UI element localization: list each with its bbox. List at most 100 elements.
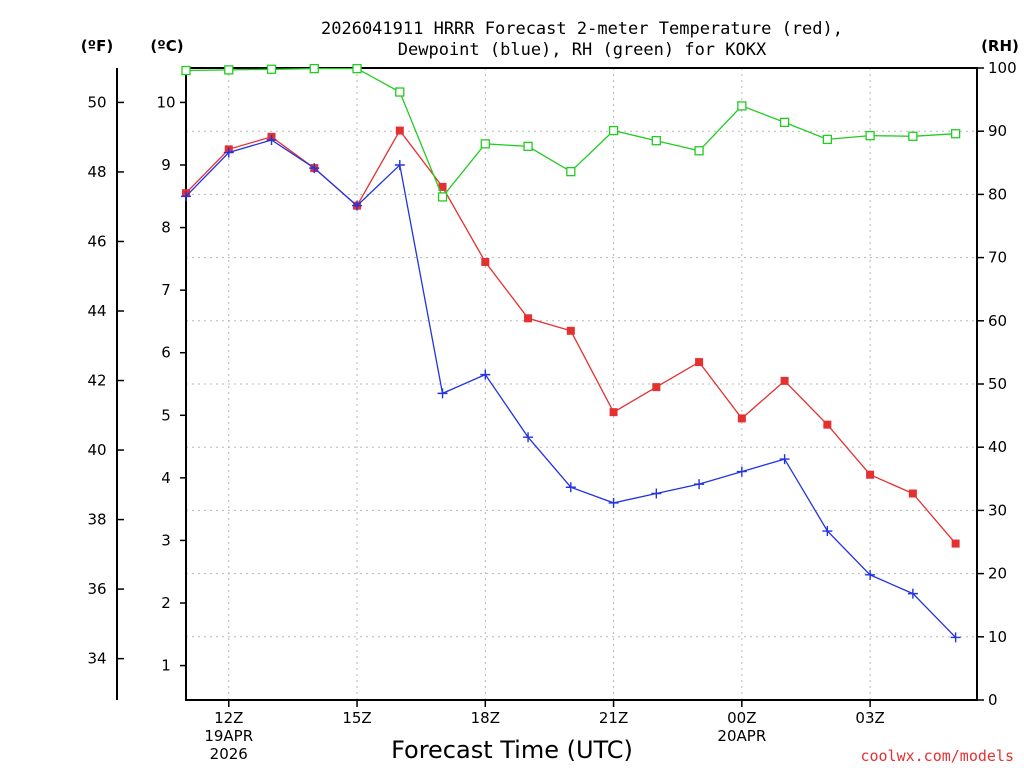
credit-label: coolwx.com/models xyxy=(860,747,1014,765)
fahrenheit-tick-label: 36 xyxy=(87,580,106,598)
rh-tick-label: 100 xyxy=(988,59,1017,77)
temperature-point xyxy=(524,314,533,323)
x-tick-sublabel: 19APR xyxy=(204,727,253,745)
rh-tick-label: 90 xyxy=(988,122,1007,140)
chart-title-line-2: Dewpoint (blue), RH (green) for KOKX xyxy=(398,40,767,60)
dewpoint-point xyxy=(694,479,705,490)
rh-point xyxy=(181,65,191,76)
rh-point xyxy=(309,63,319,74)
dewpoint-point xyxy=(223,147,234,158)
rh-point xyxy=(352,63,362,74)
rh-tick-label: 60 xyxy=(988,312,1007,330)
rh-point xyxy=(566,166,576,177)
rh-point xyxy=(694,146,704,156)
rh-point xyxy=(737,101,747,111)
dewpoint-point xyxy=(523,432,534,443)
celsius-tick-label: 7 xyxy=(161,281,171,299)
rh-point xyxy=(908,131,918,141)
temperature-point xyxy=(609,408,618,417)
temperature-point xyxy=(780,376,789,385)
x-tick-label: 12Z xyxy=(214,709,243,727)
temperature-point xyxy=(438,182,447,191)
rh-tick-label: 70 xyxy=(988,249,1007,267)
x-tick-label: 21Z xyxy=(599,709,628,727)
dewpoint-point xyxy=(181,191,191,202)
dewpoint-point xyxy=(352,200,363,211)
series-layer xyxy=(181,63,961,643)
dewpoint-point xyxy=(565,482,576,493)
rh-point xyxy=(224,65,234,75)
fahrenheit-tick-label: 34 xyxy=(87,650,106,668)
fahrenheit-tick-label: 38 xyxy=(87,511,106,529)
dewpoint-point xyxy=(865,569,876,580)
dewpoint-point xyxy=(907,588,918,599)
dewpoint-point xyxy=(266,134,277,145)
celsius-tick-label: 5 xyxy=(161,406,171,424)
rh-point xyxy=(779,117,790,128)
fahrenheit-tick-label: 44 xyxy=(87,302,106,320)
dewpoint-point xyxy=(309,163,320,174)
celsius-tick-label: 10 xyxy=(156,93,175,111)
celsius-tick-label: 1 xyxy=(161,657,171,675)
rh-point xyxy=(950,129,961,139)
rh-tick-label: 50 xyxy=(988,375,1007,393)
temperature-point xyxy=(951,539,960,548)
temperature-point xyxy=(737,414,746,423)
rh-point xyxy=(480,139,490,149)
dewpoint-point xyxy=(651,488,662,499)
rh-tick-label: 0 xyxy=(988,691,998,709)
rh-point xyxy=(608,125,619,136)
x-tick-label: 03Z xyxy=(855,709,884,727)
fahrenheit-tick-label: 46 xyxy=(87,232,106,250)
dewpoint-point xyxy=(736,466,747,477)
rh-unit-label: (RH) xyxy=(981,37,1019,55)
celsius-tick-label: 9 xyxy=(161,156,171,174)
rh-point xyxy=(523,141,533,152)
rh-point xyxy=(395,87,405,97)
dewpoint-point xyxy=(950,632,961,643)
rh-tick-label: 10 xyxy=(988,628,1007,646)
temperature-point xyxy=(823,420,832,429)
x-tick-sublabel: 2026 xyxy=(210,745,248,763)
celsius-tick-label: 6 xyxy=(161,344,171,362)
dewpoint-point xyxy=(608,497,619,508)
temperature-point xyxy=(566,326,575,335)
rh-tick-label: 40 xyxy=(988,438,1007,456)
temperature-point xyxy=(481,257,490,266)
x-tick-sublabel: 20APR xyxy=(717,727,766,745)
fahrenheit-unit-label: (ºF) xyxy=(81,37,113,55)
temperature-point xyxy=(866,470,875,479)
fahrenheit-tick-label: 40 xyxy=(87,441,106,459)
celsius-tick-label: 3 xyxy=(161,531,171,549)
temperature-point xyxy=(395,126,404,135)
temperature-point xyxy=(652,383,661,392)
fahrenheit-tick-label: 42 xyxy=(87,372,106,390)
rh-point xyxy=(865,130,875,141)
celsius-unit-label: (ºC) xyxy=(150,37,183,55)
rh-point xyxy=(822,134,833,145)
rh-point xyxy=(266,64,277,74)
rh-point xyxy=(437,192,448,202)
x-axis-label: Forecast Time (UTC) xyxy=(391,736,633,764)
temperature-point xyxy=(908,489,917,498)
celsius-tick-label: 4 xyxy=(161,469,171,487)
dewpoint-point xyxy=(437,388,448,399)
celsius-tick-label: 2 xyxy=(161,594,171,612)
rh-tick-label: 80 xyxy=(988,185,1007,203)
dewpoint-point xyxy=(394,159,405,170)
x-tick-label: 15Z xyxy=(342,709,371,727)
dewpoint-point xyxy=(480,369,491,380)
fahrenheit-tick-label: 48 xyxy=(87,163,106,181)
chart-title-line-1: 2026041911 HRRR Forecast 2-meter Tempera… xyxy=(321,19,843,39)
x-tick-label: 00Z xyxy=(727,709,756,727)
x-tick-label: 18Z xyxy=(471,709,500,727)
dewpoint-point xyxy=(822,526,833,537)
rh-point xyxy=(651,136,661,146)
fahrenheit-tick-label: 50 xyxy=(87,93,106,111)
temperature-point xyxy=(695,358,704,367)
rh-tick-label: 30 xyxy=(988,501,1007,519)
rh-tick-label: 20 xyxy=(988,565,1007,583)
dewpoint-point xyxy=(779,454,790,465)
